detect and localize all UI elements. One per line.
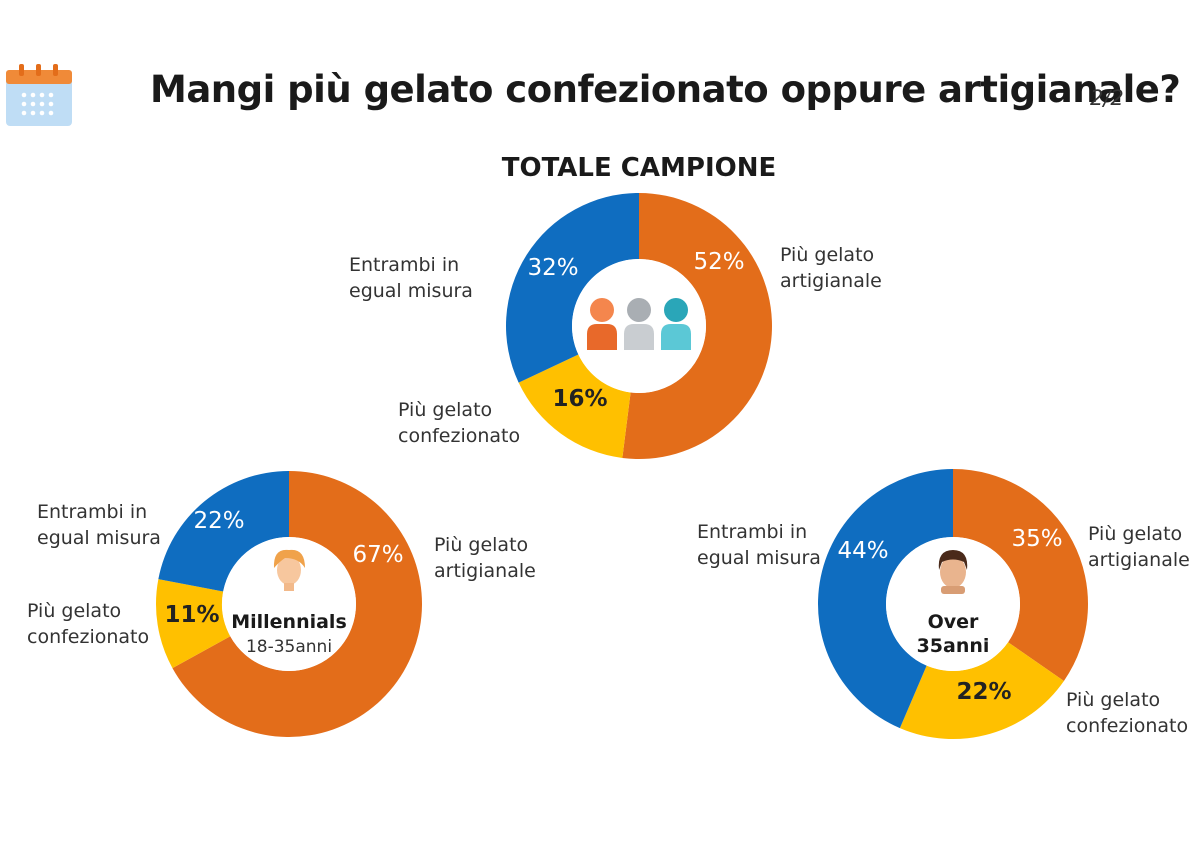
percent-label-artigianale: 52% xyxy=(693,249,744,275)
donut-hole xyxy=(222,537,356,671)
person-head-icon xyxy=(627,298,651,322)
donut-slice-confezionato xyxy=(899,642,1064,739)
percent-label-artigianale: 67% xyxy=(352,542,403,568)
donut-slice-confezionato xyxy=(156,579,231,669)
category-label-confezionato: Più gelato confezionato xyxy=(1066,689,1188,737)
category-label-artigianale: Più gelato artigianale xyxy=(780,244,882,292)
donut-slice-artigianale xyxy=(172,471,423,738)
percent-label-entrambi: 22% xyxy=(193,508,244,534)
adult-avatar-icon xyxy=(938,550,968,594)
center-label: Over xyxy=(928,611,979,633)
donut-chart-3: 35% 22% 44% Più gelato artigianale Più gelato… xyxy=(697,469,1190,739)
millennial-avatar-icon xyxy=(273,549,305,591)
percent-label-confezionato: 11% xyxy=(164,602,219,628)
center-label: Millennials xyxy=(231,611,347,633)
person-head-icon xyxy=(590,298,614,322)
page-number: 2/2 xyxy=(1090,86,1124,110)
category-label-entrambi: Entrambi in egual misura xyxy=(349,254,473,302)
category-label-confezionato: Più gelato confezionato xyxy=(27,600,149,648)
donut-chart-1: TOTALE CAMPIONE 52% 16% 32% Più gelato artigi… xyxy=(349,153,882,459)
percent-label-entrambi: 44% xyxy=(837,538,888,564)
person-body-icon xyxy=(661,324,691,350)
center-sublabel: 18-35anni xyxy=(246,637,332,657)
donut-slice-entrambi xyxy=(506,193,639,383)
category-label-artigianale: Più gelato artigianale xyxy=(434,534,536,582)
donut-slice-confezionato xyxy=(518,354,631,458)
donut-slice-artigianale xyxy=(953,469,1088,681)
percent-label-entrambi: 32% xyxy=(527,255,578,281)
person-head-icon xyxy=(664,298,688,322)
donut-chart-2: 67% 11% 22% Più gelato artigianale Più gelato… xyxy=(27,471,536,738)
percent-label-confezionato: 22% xyxy=(956,679,1011,705)
category-label-entrambi: Entrambi in egual misura xyxy=(697,521,821,569)
category-label-artigianale: Più gelato artigianale xyxy=(1088,523,1190,571)
category-label-confezionato: Più gelato confezionato xyxy=(398,399,520,447)
percent-label-confezionato: 16% xyxy=(552,386,607,412)
people-group-icon xyxy=(587,298,691,350)
donut-slice-entrambi xyxy=(818,469,953,729)
page-title: Mangi più gelato confezionato oppure art… xyxy=(150,68,1181,111)
donut-slice-artigianale xyxy=(622,193,773,459)
calendar-icon xyxy=(6,64,72,126)
chart-title: TOTALE CAMPIONE xyxy=(502,153,777,183)
category-label-entrambi: Entrambi in egual misura xyxy=(37,501,161,549)
percent-label-artigianale: 35% xyxy=(1011,526,1062,552)
donut-hole xyxy=(886,537,1020,671)
center-sublabel: 35anni xyxy=(917,635,990,657)
person-body-icon xyxy=(624,324,654,350)
donut-slice-entrambi xyxy=(158,471,289,592)
person-body-icon xyxy=(587,324,617,350)
